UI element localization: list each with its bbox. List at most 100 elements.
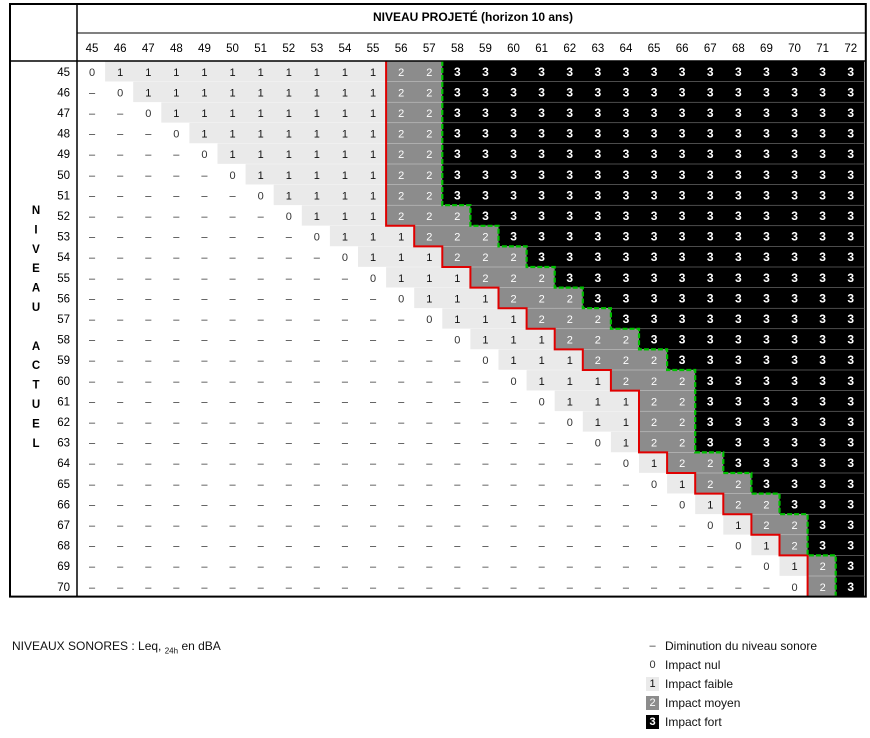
cell-value: 3 xyxy=(819,188,826,202)
cell-value: 3 xyxy=(454,127,461,141)
matrix-cell xyxy=(358,61,387,82)
matrix-cell xyxy=(442,555,471,577)
matrix-cell xyxy=(498,473,527,494)
cell-value: – xyxy=(286,561,293,573)
matrix-cell xyxy=(301,555,331,577)
cell-value: 3 xyxy=(847,518,854,532)
cell-value: 3 xyxy=(847,539,854,553)
cell-value: – xyxy=(314,458,321,470)
cell-value: 0 xyxy=(454,335,460,347)
matrix-cell xyxy=(582,370,612,391)
matrix-cell xyxy=(77,81,106,103)
matrix-cell xyxy=(470,81,499,103)
cell-value: – xyxy=(117,314,124,326)
cell-value: 0 xyxy=(145,108,151,120)
matrix-cell xyxy=(470,534,499,556)
matrix-cell xyxy=(442,493,471,515)
cell-value: 1 xyxy=(370,190,376,202)
cell-value: 3 xyxy=(510,147,517,161)
cell-value: 1 xyxy=(286,129,292,141)
matrix-cell xyxy=(835,225,865,247)
cell-value: 2 xyxy=(567,335,573,347)
row-axis-letter: C xyxy=(32,360,40,372)
matrix-cell xyxy=(161,349,190,371)
matrix-cell xyxy=(133,534,162,556)
matrix-cell xyxy=(582,164,612,185)
cell-value: – xyxy=(173,314,180,326)
cell-value: – xyxy=(454,499,461,511)
cell-value: 3 xyxy=(791,291,798,305)
matrix-cell xyxy=(695,370,724,391)
cell-value: – xyxy=(707,541,714,553)
cell-value: 0 xyxy=(539,396,545,408)
cell-value: 1 xyxy=(145,87,151,99)
cell-value: 1 xyxy=(173,87,179,99)
cell-value: – xyxy=(398,520,405,532)
matrix-cell xyxy=(414,246,443,268)
matrix-cell xyxy=(189,246,218,268)
cell-value: – xyxy=(454,479,461,491)
cell-value: 3 xyxy=(735,188,742,202)
col-header: 70 xyxy=(788,43,801,55)
cell-value: – xyxy=(567,582,574,594)
cell-value: – xyxy=(623,561,630,573)
matrix-cell xyxy=(695,431,724,453)
matrix-cell xyxy=(414,390,443,412)
cell-value: – xyxy=(651,520,658,532)
cell-value: 0 xyxy=(510,376,516,388)
matrix-cell xyxy=(386,164,415,185)
cell-value: – xyxy=(117,582,124,594)
cell-value: – xyxy=(398,376,405,388)
matrix-cell xyxy=(695,143,724,165)
cell-value: – xyxy=(286,355,293,367)
matrix-cell xyxy=(639,61,668,82)
cell-value: 2 xyxy=(426,211,432,223)
cell-value: 3 xyxy=(735,230,742,244)
matrix-cell xyxy=(105,514,134,536)
cell-value: – xyxy=(258,396,265,408)
cell-value: 3 xyxy=(651,106,658,120)
cell-value: – xyxy=(314,376,321,388)
cell-value: 1 xyxy=(286,67,292,79)
matrix-cell xyxy=(582,473,612,494)
legend-label: Impact nul xyxy=(665,657,721,672)
matrix-cell xyxy=(273,184,303,206)
matrix-cell xyxy=(189,225,218,247)
cell-value: 3 xyxy=(595,168,602,182)
matrix-cell xyxy=(301,143,331,165)
cell-value: – xyxy=(173,499,180,511)
cell-value: – xyxy=(89,458,96,470)
cell-value: 3 xyxy=(538,250,545,264)
cell-value: 3 xyxy=(819,456,826,470)
matrix-cell xyxy=(526,205,556,227)
matrix-cell xyxy=(667,534,696,556)
cell-value: – xyxy=(286,479,293,491)
cell-value: – xyxy=(567,458,574,470)
matrix-cell xyxy=(582,431,612,453)
cell-value: – xyxy=(314,417,321,429)
cell-value: – xyxy=(426,458,433,470)
matrix-cell xyxy=(610,390,640,412)
row-header: 52 xyxy=(57,211,70,223)
cell-value: 3 xyxy=(763,456,770,470)
cell-value: 3 xyxy=(847,291,854,305)
cell-value: – xyxy=(286,293,293,305)
matrix-cell xyxy=(386,370,415,391)
matrix-cell xyxy=(470,267,499,288)
cell-value: 0 xyxy=(370,273,376,285)
cell-value: 3 xyxy=(538,230,545,244)
row-header: 53 xyxy=(57,232,70,244)
cell-value: 1 xyxy=(707,499,713,511)
cell-value: – xyxy=(539,417,546,429)
matrix-cell xyxy=(582,411,612,433)
cell-value: – xyxy=(89,273,96,285)
cell-value: 3 xyxy=(819,436,826,450)
matrix-cell xyxy=(189,534,218,556)
cell-value: 3 xyxy=(763,333,770,347)
matrix-cell xyxy=(133,164,162,185)
cell-value: 1 xyxy=(229,67,235,79)
matrix-cell xyxy=(273,328,303,350)
cell-value: 1 xyxy=(595,417,601,429)
matrix-cell xyxy=(414,225,443,247)
cell-value: – xyxy=(173,479,180,491)
